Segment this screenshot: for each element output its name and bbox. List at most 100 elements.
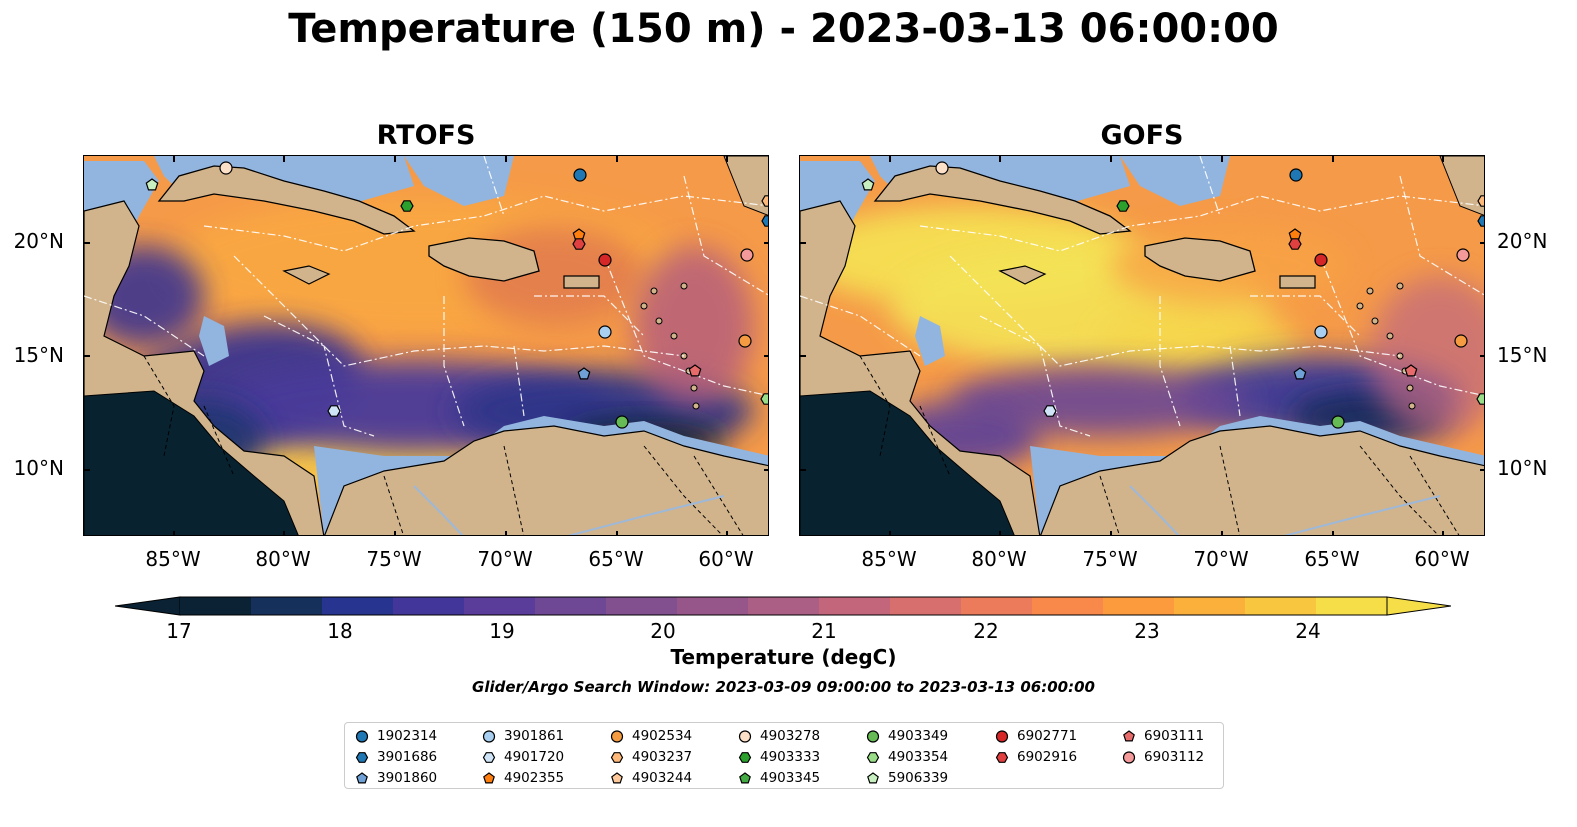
colorbar-segment [464, 597, 536, 615]
circle-marker-icon [738, 729, 752, 743]
colorbar-tick-23: 23 [1134, 619, 1160, 643]
float-marker [866, 751, 880, 763]
legend-entry: 3901860 [355, 767, 437, 788]
lon-tick-60w: 60°W [698, 547, 754, 571]
float-marker [1314, 253, 1328, 267]
float-marker [1043, 405, 1057, 417]
float-marker [1314, 325, 1328, 339]
colorbar-segment [1245, 597, 1317, 615]
hispaniola-land [428, 237, 540, 282]
circle-marker-icon [610, 729, 624, 743]
colorbar-segment [890, 597, 962, 615]
colorbar-segment [180, 597, 252, 615]
colorbar-tick-19: 19 [489, 619, 515, 643]
lon-tick-85w: 85°W [861, 547, 917, 571]
legend-entry-label: 6902916 [1017, 748, 1078, 765]
pentagon-marker-icon [356, 771, 368, 783]
legend-entry: 5906339 [866, 767, 948, 788]
float-marker [738, 729, 752, 743]
puerto-rico-land [563, 275, 600, 289]
legend-entry-label: 4903278 [760, 727, 821, 744]
colorbar-segment [251, 597, 323, 615]
float-marker [760, 393, 768, 405]
colorbar-label: Temperature (degC) [670, 645, 897, 669]
pentagon-marker-icon [1123, 729, 1135, 741]
legend-entry: 4903354 [866, 746, 948, 767]
colorbar-segment [322, 597, 394, 615]
colorbar-segment [535, 597, 607, 615]
legend-entry-label: 4903237 [632, 748, 693, 765]
float-marker [688, 364, 702, 377]
legend-entry: 4903244 [610, 767, 692, 788]
rtofs-map [83, 155, 769, 536]
legend-entry-label: 3901860 [377, 769, 438, 786]
colorbar-segment [1032, 597, 1104, 615]
float-marker [483, 771, 495, 783]
jamaica-land [998, 265, 1047, 285]
lon-tick-60w: 60°W [1414, 547, 1470, 571]
float-marker [611, 771, 623, 783]
search-window-text: Glider/Argo Search Window: 2023-03-09 09… [472, 678, 1095, 696]
pacific-ocean [84, 390, 299, 535]
colorbar-segment [1103, 597, 1175, 615]
colorbar-segment [606, 597, 678, 615]
float-marker [577, 367, 591, 380]
lat-tick-right-20: 20°N [1497, 229, 1548, 253]
lon-tick-65w: 65°W [588, 547, 644, 571]
colorbar-tick-18: 18 [327, 619, 353, 643]
float-marker [1122, 750, 1136, 764]
float-marker [935, 161, 949, 175]
float-marker [1477, 195, 1484, 207]
colorbar-segment [748, 597, 820, 615]
colorbar-tick-17: 17 [166, 619, 192, 643]
float-marker [866, 729, 880, 743]
hexagon-marker-icon [995, 751, 1009, 763]
float-marker [1116, 200, 1130, 212]
legend-entry-label: 4903354 [888, 748, 949, 765]
colorbar-segment [1174, 597, 1246, 615]
gofs-map [799, 155, 1485, 536]
lon-tick-75w: 75°W [1082, 547, 1138, 571]
legend-entry-label: 4903244 [632, 769, 693, 786]
colorbar-extend-max [1386, 596, 1452, 616]
float-marker [1456, 248, 1470, 262]
jamaica-land [282, 265, 331, 285]
pentagon-marker-icon [867, 771, 879, 783]
legend-entry: 4903237 [610, 746, 692, 767]
legend-entry: 4903345 [738, 767, 820, 788]
puerto-rico-land [1279, 275, 1316, 289]
hexagon-marker-icon [610, 751, 624, 763]
legend-entry: 3901686 [355, 746, 437, 767]
circle-marker-icon [355, 729, 369, 743]
float-marker [573, 168, 587, 182]
pentagon-marker-icon [483, 771, 495, 783]
gofs-panel-title: GOFS [1100, 120, 1184, 151]
lat-tick-left-15: 15°N [13, 343, 64, 367]
float-marker [738, 334, 752, 348]
legend-entry-label: 6902771 [1017, 727, 1078, 744]
legend-entry: 4903349 [866, 725, 948, 746]
float-marker [610, 751, 624, 763]
lon-tick-75w: 75°W [366, 547, 422, 571]
lat-tick-right-10: 10°N [1497, 456, 1548, 480]
lon-tick-80w: 80°W [255, 547, 311, 571]
hexagon-marker-icon [482, 751, 496, 763]
lat-tick-left-10: 10°N [13, 456, 64, 480]
legend-entry: 6903112 [1122, 746, 1204, 767]
lat-tick-right-15: 15°N [1497, 343, 1548, 367]
legend-entry-label: 6903111 [1144, 727, 1205, 744]
float-marker [867, 771, 879, 783]
float-marker [355, 729, 369, 743]
colorbar-segment [819, 597, 891, 615]
pacific-ocean [800, 390, 1015, 535]
colorbar-tick-21: 21 [811, 619, 837, 643]
lon-tick-70w: 70°W [1193, 547, 1249, 571]
hispaniola-land [1144, 237, 1256, 282]
colorbar [114, 594, 1452, 618]
float-marker [995, 751, 1009, 763]
legend-entry: 3901861 [482, 725, 564, 746]
legend-entry: 4901720 [482, 746, 564, 767]
legend-entry: 4902534 [610, 725, 692, 746]
legend-entry: 4903333 [738, 746, 820, 767]
hexagon-marker-icon [738, 751, 752, 763]
